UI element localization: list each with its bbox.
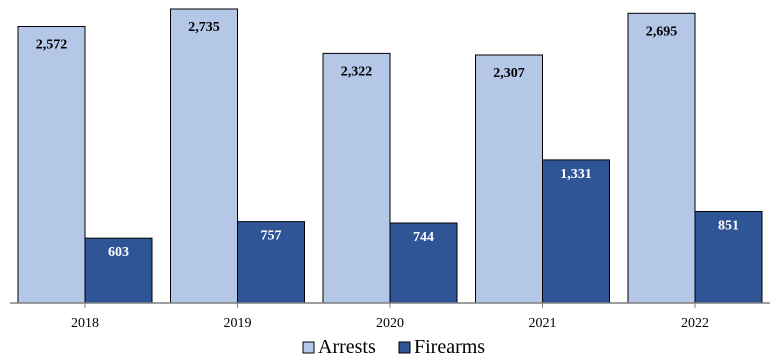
x-tick-label-2019: 2019 xyxy=(224,316,252,331)
value-label-arrests-2020: 2,322 xyxy=(341,64,373,79)
legend-label-arrests: Arrests xyxy=(318,336,376,358)
bar-arrests-2019 xyxy=(170,8,238,304)
bars-group xyxy=(17,8,763,304)
value-label-firearms-2021: 1,331 xyxy=(560,167,592,182)
value-label-arrests-2021: 2,307 xyxy=(493,66,525,81)
x-ticks-group xyxy=(84,303,696,308)
legend-label-firearms: Firearms xyxy=(414,336,485,358)
x-tick-label-2020: 2020 xyxy=(376,316,404,331)
value-label-firearms-2019: 757 xyxy=(261,229,282,244)
bar-arrests-2022 xyxy=(627,12,696,304)
bar-firearms-2021 xyxy=(542,159,610,304)
legend-swatch-arrests xyxy=(302,341,315,354)
bar-arrests-2020 xyxy=(322,52,391,304)
bar-arrests-2021 xyxy=(475,54,543,304)
value-label-firearms-2020: 744 xyxy=(413,230,434,245)
value-label-arrests-2019: 2,735 xyxy=(188,20,220,35)
value-label-arrests-2022: 2,695 xyxy=(646,24,678,39)
bar-firearms-2019 xyxy=(237,221,305,304)
value-label-firearms-2022: 851 xyxy=(718,219,739,234)
value-label-arrests-2018: 2,572 xyxy=(36,38,68,53)
x-tick-label-2022: 2022 xyxy=(681,316,709,331)
x-tick-label-2018: 2018 xyxy=(71,316,99,331)
bar-firearms-2020 xyxy=(389,222,458,304)
value-label-firearms-2018: 603 xyxy=(108,245,129,260)
bar-firearms-2022 xyxy=(694,211,763,304)
legend: Arrests Firearms xyxy=(302,336,485,358)
bar-firearms-2018 xyxy=(84,237,153,304)
legend-swatch-firearms xyxy=(398,341,411,354)
bar-arrests-2018 xyxy=(17,26,86,304)
value-labels-group: 2,572 603 2,735 757 2,322 744 2,307 1,331 2,695 8… xyxy=(36,20,739,260)
x-tick-labels-group: 2018 2019 2020 2021 2022 xyxy=(71,316,709,331)
x-tick-label-2021: 2021 xyxy=(529,316,557,331)
